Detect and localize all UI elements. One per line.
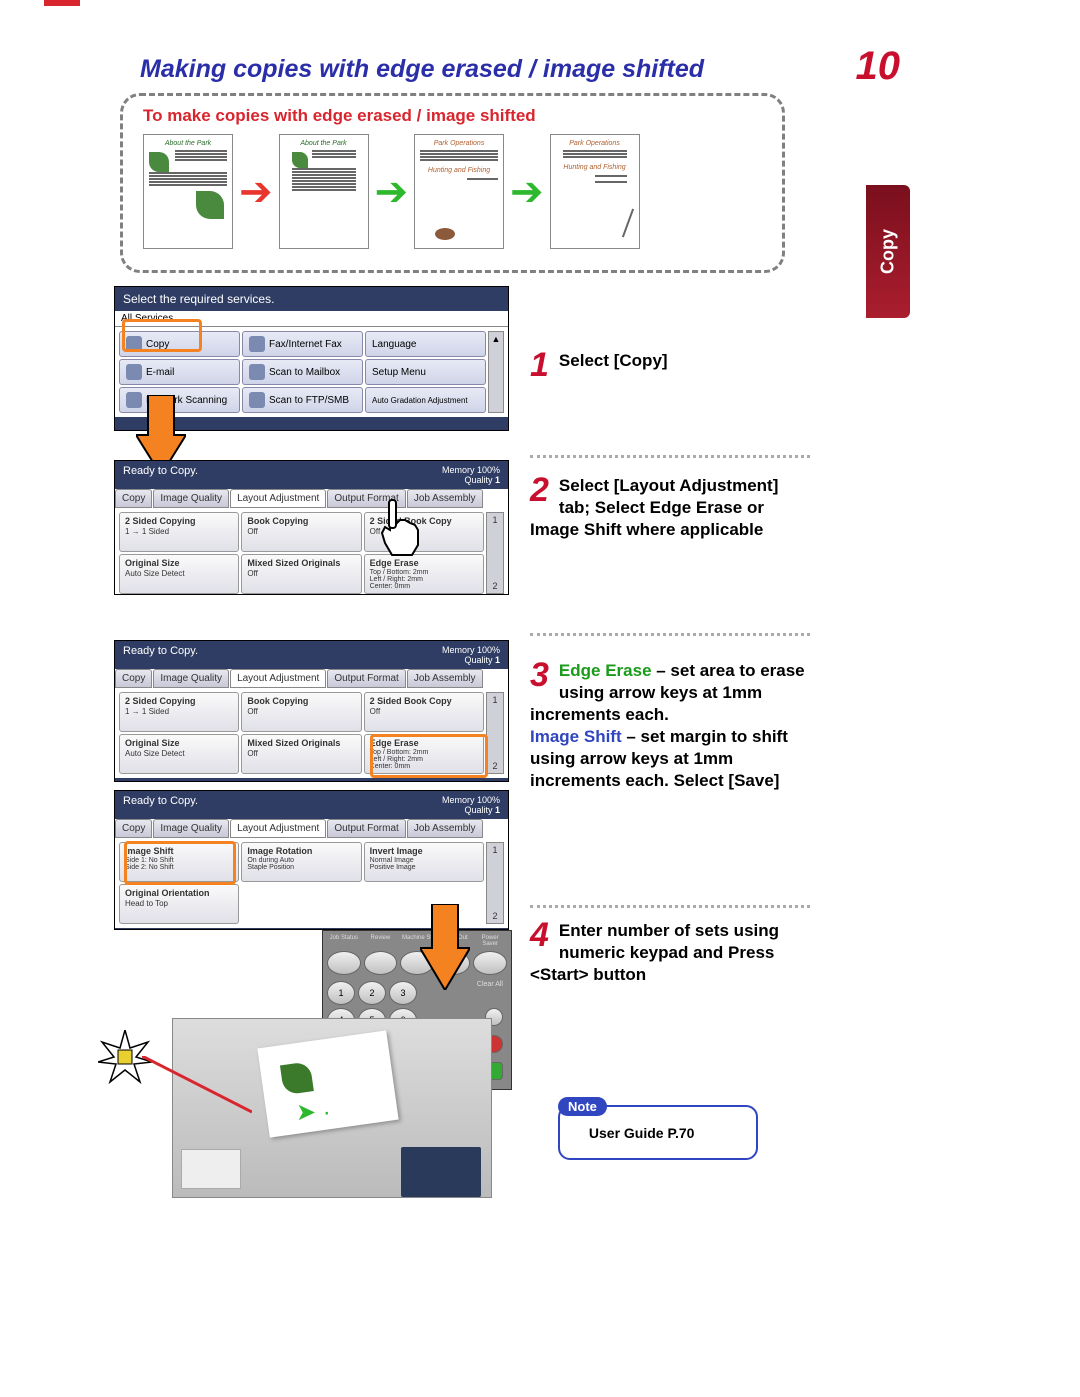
side-tab-copy[interactable]: Copy [866,185,910,318]
note-label: Note [558,1097,607,1116]
green-arrow-on-page: ➤ · [296,1098,331,1127]
page-title: Making copies with edge erased / image s… [140,55,704,84]
overview-box: To make copies with edge erased / image … [120,93,785,273]
tab-layout-adjustment[interactable]: Layout Adjustment [230,489,326,508]
service-ftp-button[interactable]: Scan to FTP/SMB [242,387,363,413]
step-2: 2 Select [Layout Adjustment] tab; Select… [530,475,810,541]
opt-original-size[interactable]: Original SizeAuto Size Detect [119,554,239,594]
opt-mixed-size[interactable]: Mixed Sized OriginalsOff [241,554,361,594]
arrow-red-1: ➔ [239,169,273,215]
arrow-green-1: ➔ [375,169,409,215]
step-3: 3 Edge Erase – set area to erase using a… [530,660,810,793]
service-setup-button[interactable]: Setup Menu [365,359,486,385]
step-4: 4 Enter number of sets using numeric key… [530,920,810,986]
tab-copy[interactable]: Copy [115,489,152,508]
down-arrow-2 [420,904,470,990]
all-services-tab: All Services [115,311,508,327]
step-1: 1 Select [Copy] [530,350,790,381]
note-text: User Guide P.70 [589,1125,695,1141]
service-copy-button[interactable]: Copy [119,331,240,357]
thumb-4: Park Operations Hunting and Fishing [550,134,640,249]
screenshot-layout-1: Ready to Copy. Memory 100%Quality 1 Copy… [114,460,509,595]
thumb-1: About the Park [143,134,233,249]
overview-title: To make copies with edge erased / image … [143,106,762,126]
opt-invert-image[interactable]: Invert ImageNormal Image Positive Image [364,842,484,882]
scroll[interactable]: 12 [486,512,504,594]
separator-3 [530,905,810,908]
service-email-button[interactable]: E-mail [119,359,240,385]
tab-image-quality[interactable]: Image Quality [153,489,229,508]
opt-edge-erase-highlighted[interactable]: Edge EraseTop / Bottom: 2mm Left / Right… [364,734,484,774]
thumb-2: About the Park [279,134,369,249]
opt-2sided-copying[interactable]: 2 Sided Copying1 → 1 Sided [119,512,239,552]
corner-accent [44,0,80,6]
opt-image-shift[interactable]: Image ShiftSide 1: No Shift Side 2: No S… [119,842,239,882]
pointer-line [142,1056,252,1116]
page-number: 10 [856,44,901,89]
arrow-green-2: ➔ [510,169,544,215]
service-fax-button[interactable]: Fax/Internet Fax [242,331,363,357]
service-mailbox-button[interactable]: Scan to Mailbox [242,359,363,385]
opt-image-rotation[interactable]: Image RotationOn during Auto Staple Posi… [241,842,361,882]
service-language-button[interactable]: Language [365,331,486,357]
separator-1 [530,455,810,458]
scroll-up[interactable]: ▲ [488,331,504,413]
service-gradation-button[interactable]: Auto Gradation Adjustment [365,387,486,413]
thumb-3: Park Operations Hunting and Fishing [414,134,504,249]
opt-book-copying[interactable]: Book CopyingOff [241,512,361,552]
opt-orientation[interactable]: Original OrientationHead to Top [119,884,239,924]
hand-cursor-icon [370,495,430,565]
note-box: Note User Guide P.70 [558,1105,758,1160]
status-ready: Ready to Copy. [123,465,198,485]
screenshot-layout-2: Ready to Copy. Memory 100%Quality 1 Copy… [114,640,509,782]
separator-2 [530,633,810,636]
